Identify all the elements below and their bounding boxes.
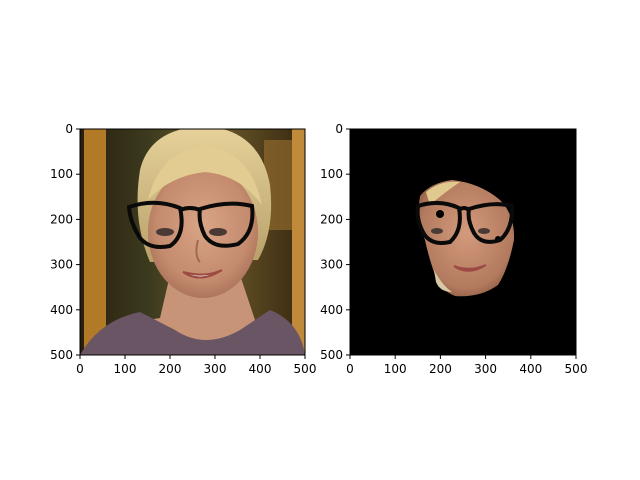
face-photo (80, 129, 305, 355)
x-tick-label: 0 (76, 362, 84, 376)
y-tick-label: 200 (50, 212, 73, 226)
y-tick-label: 100 (50, 167, 73, 181)
y-tick-label: 400 (320, 303, 343, 317)
y-tick-label: 0 (65, 122, 73, 136)
x-tick-label: 500 (294, 362, 317, 376)
x-tick-label: 100 (114, 362, 137, 376)
y-tick-label: 500 (320, 348, 343, 362)
y-tick-label: 400 (50, 303, 73, 317)
axes-frame-2 (349, 128, 577, 356)
y-tick-label: 500 (50, 348, 73, 362)
axes-frame-1 (79, 128, 306, 356)
x-tick-label: 400 (249, 362, 272, 376)
segmented-face (350, 129, 576, 355)
y-tick-label: 200 (320, 212, 343, 226)
x-tick-label: 200 (429, 362, 452, 376)
x-tick-label: 300 (204, 362, 227, 376)
y-tick-label: 300 (50, 258, 73, 272)
y-tick-label: 100 (320, 167, 343, 181)
y-tick-label: 0 (335, 122, 343, 136)
x-tick-label: 100 (384, 362, 407, 376)
x-tick-label: 0 (346, 362, 354, 376)
x-tick-label: 400 (519, 362, 542, 376)
x-tick-label: 500 (565, 362, 588, 376)
y-tick-label: 300 (320, 258, 343, 272)
x-tick-label: 300 (474, 362, 497, 376)
x-tick-label: 200 (159, 362, 182, 376)
